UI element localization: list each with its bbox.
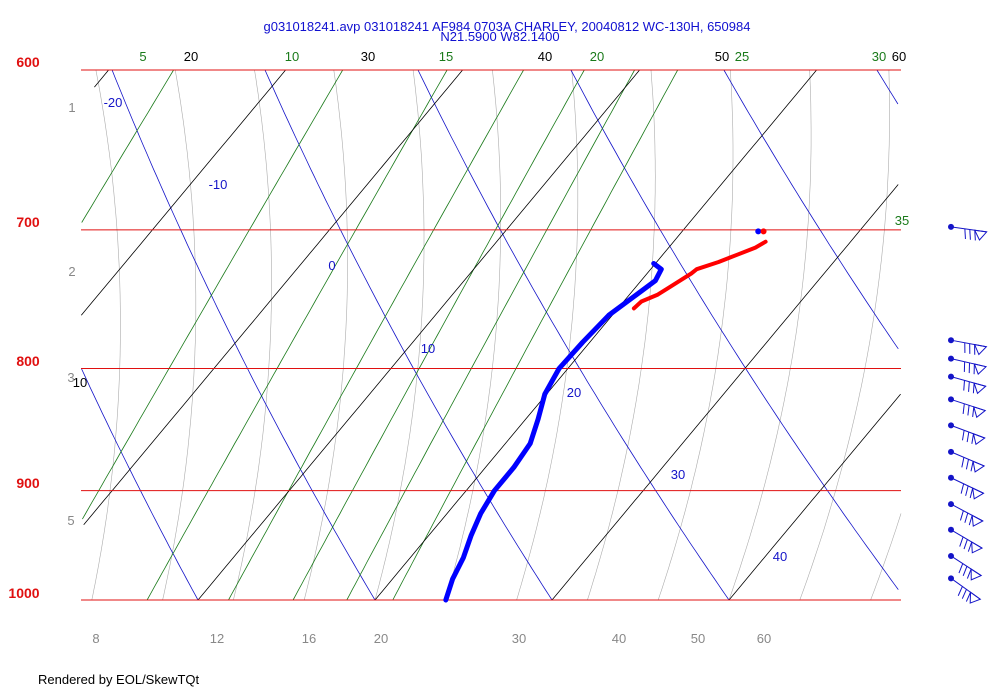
isotherm-line (80, 69, 286, 316)
isotherm-label-40: 40 (538, 49, 552, 64)
isotherm-label-10: 10 (73, 375, 87, 390)
moist-adiabat-line (91, 69, 121, 601)
moist-adiabat-line (657, 69, 734, 601)
moist-adiabat-line (870, 513, 902, 601)
dry-adiabat-line (570, 69, 899, 590)
moist-adiabat-line (587, 69, 656, 601)
dry-adiabat-label-m10: -10 (209, 177, 228, 192)
moist-adiabat-label-16: 16 (302, 631, 316, 646)
pressure-label-1000: 1000 (8, 585, 39, 601)
mixing-ratio-label-35: 35 (895, 213, 909, 228)
mixing-ratio-line (392, 69, 679, 601)
moist-adiabat-label-30: 30 (512, 631, 526, 646)
moist-adiabat-label-2: 2 (68, 264, 75, 279)
temperature-trace (631, 239, 768, 311)
dry-adiabat-label-m20: -20 (104, 95, 123, 110)
chart-title: g031018241.avp 031018241 AF984 0703A CHA… (264, 19, 751, 34)
isotherm-line (728, 393, 901, 601)
isotherm-label-20: 20 (184, 49, 198, 64)
moist-adiabat-lines (91, 69, 902, 601)
moist-adiabat-label-40: 40 (612, 631, 626, 646)
temperature-start-point (760, 228, 767, 235)
dewpoint-start-point (755, 228, 762, 235)
moist-adiabat-label-8: 8 (92, 631, 99, 646)
wind-barb (948, 501, 984, 527)
mixing-ratio-line (81, 69, 174, 223)
wind-barb-column (948, 223, 988, 604)
wind-barb (948, 396, 987, 419)
wind-barb (948, 355, 988, 375)
wind-barb (948, 526, 984, 554)
mixing-ratio-label-15: 15 (439, 49, 453, 64)
dry-adiabat-label-40: 40 (773, 549, 787, 564)
pressure-label-700: 700 (16, 214, 40, 230)
isotherm-line (197, 69, 640, 601)
dry-adiabat-line (111, 69, 376, 601)
moist-adiabat-label-60: 60 (757, 631, 771, 646)
pressure-label-800: 800 (16, 353, 40, 369)
sounding-traces (443, 228, 768, 603)
pressure-label-600: 600 (16, 54, 40, 70)
dewpoint-trace (443, 261, 664, 603)
dry-adiabat-line (81, 368, 199, 601)
mixing-ratio-label-20: 20 (590, 49, 604, 64)
isotherm-label-30: 30 (361, 49, 375, 64)
wind-barb (948, 552, 983, 581)
dry-adiabat-label-20: 20 (567, 385, 581, 400)
moist-adiabat-label-20: 20 (374, 631, 388, 646)
isotherm-line (94, 69, 109, 88)
moist-adiabat-line (303, 69, 348, 601)
dry-adiabat-label-0: 0 (328, 258, 335, 273)
moist-adiabat-line (445, 69, 502, 601)
wind-barb (948, 223, 988, 241)
wind-barb (948, 373, 987, 395)
isotherm-lines (80, 69, 901, 601)
mixing-ratio-label-5: 5 (139, 49, 146, 64)
pressure-label-900: 900 (16, 475, 40, 491)
dry-adiabat-line (264, 69, 553, 601)
chart-subtitle: N21.5900 W82.1400 (440, 29, 559, 44)
wind-barb (948, 422, 986, 446)
renderer-credit: Rendered by EOL/SkewTQt (38, 672, 200, 687)
wind-barb (948, 575, 982, 604)
dry-adiabat-label-30: 30 (671, 467, 685, 482)
wind-barb (948, 448, 986, 473)
isobar-lines (81, 69, 901, 601)
moist-adiabat-label-3: 3 (67, 370, 74, 385)
isotherm-line (83, 69, 463, 525)
moist-adiabat-label-1: 1 (68, 100, 75, 115)
moist-adiabat-label-12: 12 (210, 631, 224, 646)
wind-barb (948, 337, 988, 356)
dry-adiabat-label-10: 10 (421, 341, 435, 356)
mixing-ratio-label-30: 30 (872, 49, 886, 64)
dry-adiabat-line (723, 69, 899, 350)
moist-adiabat-line (233, 69, 272, 601)
wind-barb (948, 474, 985, 500)
moist-adiabat-label-5: 5 (67, 513, 74, 528)
mixing-ratio-label-10: 10 (285, 49, 299, 64)
isotherm-label-60: 60 (892, 49, 906, 64)
moist-adiabat-line (799, 69, 890, 601)
moist-adiabat-line (374, 69, 425, 601)
mixing-ratio-line (292, 69, 585, 601)
moist-adiabat-label-50: 50 (691, 631, 705, 646)
isotherm-label-50: 50 (715, 49, 729, 64)
isotherm-line (551, 184, 899, 601)
mixing-ratio-label-25: 25 (735, 49, 749, 64)
moist-adiabat-line (516, 69, 579, 601)
isotherm-line (374, 69, 817, 601)
mixing-ratio-line (82, 69, 344, 520)
dry-adiabat-line (876, 69, 899, 105)
mixing-ratio-line (146, 69, 448, 601)
moist-adiabat-line (162, 69, 197, 601)
